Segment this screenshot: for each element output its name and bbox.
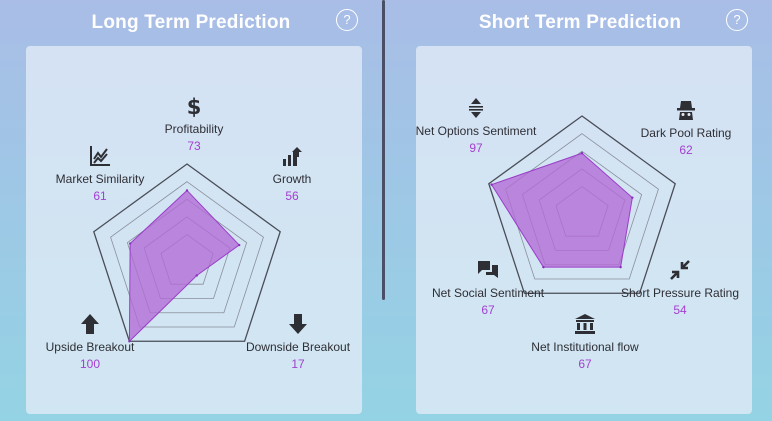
radar-grid-ring bbox=[110, 181, 264, 328]
radar-point bbox=[237, 243, 241, 247]
axis-label: Net Institutional flow bbox=[531, 340, 639, 354]
arrow-up-icon bbox=[20, 312, 160, 336]
axis-value: 56 bbox=[285, 189, 299, 203]
axis-value: 100 bbox=[79, 357, 101, 371]
axis-label: Downside Breakout bbox=[245, 340, 351, 354]
radar-grid-ring bbox=[126, 198, 248, 314]
short-term-card: Dark Pool Rating 62 Short Pressure Ratin… bbox=[416, 46, 752, 414]
dark-pool-icon bbox=[616, 98, 756, 122]
radar-point bbox=[619, 265, 622, 269]
radar-point bbox=[195, 274, 198, 277]
radar-point bbox=[128, 242, 132, 245]
axis-label: Net Social Sentiment bbox=[431, 286, 545, 300]
radar-point bbox=[580, 152, 584, 155]
axis-value: 97 bbox=[469, 141, 483, 155]
radar-outer-ring bbox=[488, 115, 676, 294]
axis-upside-breakout: Upside Breakout 100 bbox=[20, 312, 160, 371]
radar-value-shape bbox=[128, 189, 240, 343]
radar-outer-ring bbox=[93, 163, 281, 342]
axis-value: 73 bbox=[187, 139, 201, 153]
bank-icon bbox=[515, 312, 655, 336]
radar-point bbox=[631, 196, 634, 199]
compress-arrows-icon bbox=[610, 258, 750, 282]
axis-label: Upside Breakout bbox=[45, 340, 135, 354]
arrow-down-icon bbox=[228, 312, 368, 336]
axis-value: 62 bbox=[679, 143, 693, 157]
long-term-radar bbox=[93, 163, 281, 343]
options-sort-icon bbox=[406, 96, 546, 120]
axis-value: 54 bbox=[673, 303, 687, 317]
axis-label: Profitability bbox=[164, 122, 224, 136]
long-term-panel: Long Term Prediction ? $ Profitability 7… bbox=[0, 0, 382, 421]
axis-short-pressure-rating: Short Pressure Rating 54 bbox=[610, 258, 750, 317]
axis-value: 67 bbox=[481, 303, 495, 317]
axis-net-social-sentiment: Net Social Sentiment 67 bbox=[418, 258, 558, 317]
axis-market-similarity: Market Similarity 61 bbox=[30, 144, 170, 203]
axis-net-institutional-flow: Net Institutional flow 67 bbox=[515, 312, 655, 371]
long-term-help-button[interactable]: ? bbox=[336, 9, 358, 31]
short-term-help-button[interactable]: ? bbox=[726, 9, 748, 31]
axis-profitability: $ Profitability 73 bbox=[124, 94, 264, 153]
axis-label: Market Similarity bbox=[55, 172, 145, 186]
long-term-title: Long Term Prediction bbox=[91, 12, 291, 33]
radar-point bbox=[490, 183, 493, 186]
axis-value: 61 bbox=[93, 189, 107, 203]
line-chart-icon bbox=[30, 144, 170, 168]
short-term-title: Short Term Prediction bbox=[478, 12, 682, 33]
growth-chart-icon bbox=[222, 144, 362, 168]
radar-point bbox=[542, 265, 545, 269]
axis-net-options-sentiment: Net Options Sentiment 97 bbox=[406, 96, 546, 155]
axis-dark-pool-rating: Dark Pool Rating 62 bbox=[616, 98, 756, 157]
dollar-icon: $ bbox=[124, 94, 264, 118]
short-term-panel: Short Term Prediction ? Dark Pool Rating… bbox=[388, 0, 772, 421]
long-term-card: $ Profitability 73 Growth 56 Downside Br… bbox=[26, 46, 362, 414]
axis-label: Growth bbox=[272, 172, 312, 186]
panel-divider bbox=[382, 0, 385, 300]
axis-label: Net Options Sentiment bbox=[415, 124, 537, 138]
svg-text:$: $ bbox=[187, 95, 202, 118]
chat-bubbles-icon bbox=[418, 258, 558, 282]
axis-label: Dark Pool Rating bbox=[640, 126, 732, 140]
axis-value: 67 bbox=[578, 357, 592, 371]
radar-value-shape bbox=[490, 152, 633, 268]
axis-value: 17 bbox=[291, 357, 305, 371]
axis-label: Short Pressure Rating bbox=[620, 286, 740, 300]
axis-growth: Growth 56 bbox=[222, 144, 362, 203]
short-term-radar bbox=[488, 115, 676, 294]
radar-point bbox=[185, 189, 189, 192]
axis-downside-breakout: Downside Breakout 17 bbox=[228, 312, 368, 371]
radar-point bbox=[128, 340, 131, 343]
